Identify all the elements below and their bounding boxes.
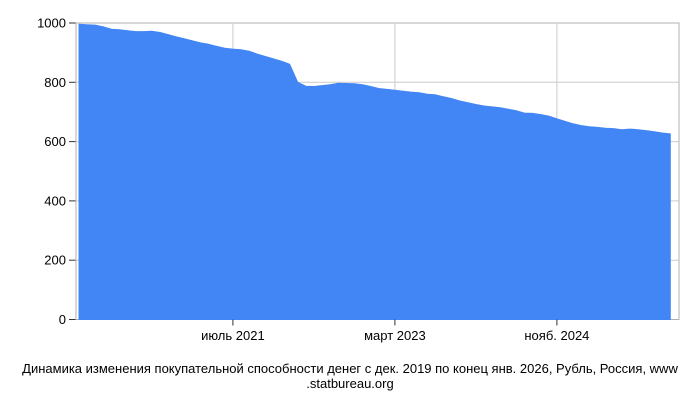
- y-axis-label: 200: [44, 253, 66, 268]
- x-axis-label: нояб. 2024: [524, 328, 589, 343]
- y-axis-label: 0: [59, 312, 66, 327]
- caption-line-1: Динамика изменения покупательной способн…: [22, 361, 678, 376]
- y-axis-label: 600: [44, 134, 66, 149]
- purchasing-power-area-chart: 0 200 400 600 800 1000 июль 2021 март 2023 нояб.…: [37, 16, 680, 343]
- area-series: [78, 23, 671, 320]
- x-axis-label: июль 2021: [201, 328, 265, 343]
- x-axis-label: март 2023: [364, 328, 426, 343]
- chart-caption: Динамика изменения покупательной способн…: [0, 361, 700, 391]
- y-axis-label: 800: [44, 75, 66, 90]
- caption-line-2: .statbureau.org: [306, 376, 394, 391]
- y-axis-label: 1000: [37, 16, 66, 31]
- y-axis-label: 400: [44, 193, 66, 208]
